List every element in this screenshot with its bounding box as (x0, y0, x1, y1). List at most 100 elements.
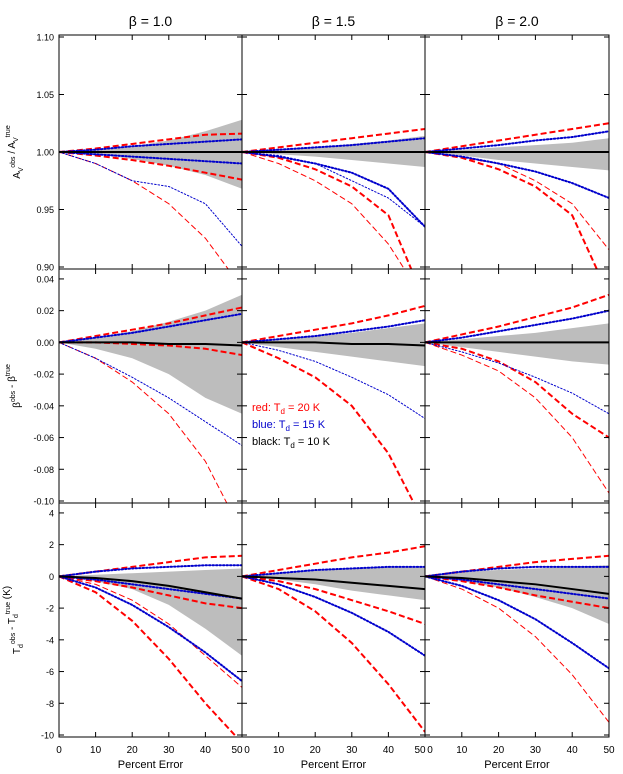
y-tick-label: -8 (46, 699, 54, 709)
series-blue-dotted-line (242, 151, 425, 228)
legend-entry-2: blue: Td = 15 K (252, 419, 326, 433)
legend-entry-3: black: Td = 10 K (252, 436, 331, 450)
series-blue-dotted-line (59, 151, 242, 165)
series-red-dashed-line (425, 341, 609, 439)
x-tick-label: 10 (90, 745, 102, 756)
series-blue-dotted-line (59, 151, 242, 247)
panel-frame (424, 502, 610, 738)
panel-1-3 (425, 122, 609, 269)
y-tick-label: 1.10 (36, 33, 54, 43)
series-black-solid-line (59, 341, 242, 347)
y-tick-label: -10 (41, 731, 54, 741)
series-blue-dotted-line (59, 341, 242, 446)
panel-2-2 (242, 304, 425, 503)
series-blue-dotted-line (59, 564, 242, 578)
y-tick-label: -2 (46, 604, 54, 614)
panel-3-2 (242, 545, 425, 733)
column-title-3: β = 2.0 (495, 13, 539, 29)
y-tick-label: -6 (46, 667, 54, 677)
series-red-dashed-line (59, 306, 242, 344)
x-tick-label: 40 (383, 745, 395, 756)
series-blue-dotted-line (242, 341, 425, 420)
y-tick-label: 1.05 (36, 90, 54, 100)
x-tick-label: 10 (273, 745, 285, 756)
x-tick-label: 0 (56, 745, 62, 756)
series-red-dashed-line (242, 545, 425, 578)
uncertainty-band (425, 138, 609, 171)
series-red-dashed-line (59, 575, 242, 688)
panel-2-1 (59, 294, 242, 503)
series-red-dashed-line (425, 575, 609, 723)
series-blue-dotted-line (59, 312, 242, 344)
x-tick-label: 50 (414, 745, 426, 756)
x-axis-title: Percent Error (301, 759, 367, 771)
x-tick-label: 50 (231, 745, 243, 756)
y-tick-label: 4 (49, 508, 54, 518)
y-tick-label: -0.08 (33, 465, 54, 475)
series-red-dashed-line (242, 128, 425, 153)
series-red-dashed-line (59, 132, 242, 153)
y-tick-label: 1.00 (36, 148, 54, 158)
series-red-dashed-line (425, 293, 609, 344)
x-tick-label: 30 (530, 745, 542, 756)
series-blue-dotted-line (242, 565, 425, 578)
series-blue-dotted-line (425, 565, 609, 578)
y-tick-label: 2 (49, 540, 54, 550)
series-blue-dotted-line (425, 151, 609, 199)
series-red-dashed-line (242, 575, 425, 733)
y-tick-label: 0.00 (36, 338, 54, 348)
panel-frame (241, 502, 426, 738)
series-blue-dotted-line (425, 575, 609, 600)
x-tick-label: 0 (244, 745, 250, 756)
series-red-dashed-line (425, 122, 609, 153)
y-tick-label: 0 (49, 572, 54, 582)
series-black-solid-line (59, 575, 242, 600)
x-tick-label: 20 (310, 745, 322, 756)
legend: red: Td = 20 K blue: Td = 15 K black: Td =… (252, 402, 331, 450)
series-red-dashed-line (425, 151, 598, 269)
y-tick-label: 0.04 (36, 274, 54, 284)
series-blue-dotted-line (242, 137, 425, 153)
y-tick-label: -0.10 (33, 497, 54, 507)
column-title-1: β = 1.0 (129, 13, 173, 29)
series-blue-dotted-line (242, 575, 425, 657)
series-red-dashed-line (242, 575, 425, 625)
column-title-2: β = 1.5 (312, 13, 356, 29)
y-tick-label: -0.04 (33, 401, 54, 411)
series-red-dashed-line (425, 151, 609, 251)
x-tick-label: 0 (427, 745, 433, 756)
x-tick-label: 40 (567, 745, 579, 756)
panel-2-3 (425, 293, 609, 494)
uncertainty-band (242, 323, 425, 367)
legend-entry-1: red: Td = 20 K (252, 402, 321, 416)
x-tick-label: 20 (127, 745, 139, 756)
y-tick-label: 0.02 (36, 306, 54, 316)
uncertainty-band (242, 566, 425, 601)
series-blue-dotted-line (59, 138, 242, 153)
x-tick-label: 50 (603, 745, 615, 756)
panel-3-1 (59, 554, 242, 737)
series-blue-dotted-line (425, 341, 609, 415)
x-tick-label: 30 (163, 745, 175, 756)
uncertainty-band (59, 294, 242, 414)
x-axis-title: Percent Error (118, 759, 184, 771)
series-red-dashed-line (59, 151, 242, 181)
y-axis-label-row-3: Tdobs - Tdtrue (K) (2, 586, 25, 654)
series-red-dashed-line (425, 575, 609, 610)
series-black-solid-line (242, 575, 425, 591)
panel-frame (424, 268, 610, 504)
panel-1-2 (242, 128, 425, 269)
x-tick-label: 40 (200, 745, 212, 756)
series-red-dashed-line (242, 304, 425, 344)
y-tick-label: -0.02 (33, 370, 54, 380)
y-tick-label: 0.90 (36, 263, 54, 273)
y-tick-label: -4 (46, 635, 54, 645)
series-red-dashed-line (59, 575, 238, 737)
y-axis-label-row-2: βobs - βtrue (5, 364, 23, 408)
x-tick-label: 30 (346, 745, 358, 756)
series-blue-dotted-line (242, 151, 425, 228)
series-red-dashed-line (242, 341, 415, 503)
series-blue-dotted-line (425, 575, 609, 670)
series-red-dashed-line (425, 341, 609, 494)
y-tick-label: 0.95 (36, 205, 54, 215)
